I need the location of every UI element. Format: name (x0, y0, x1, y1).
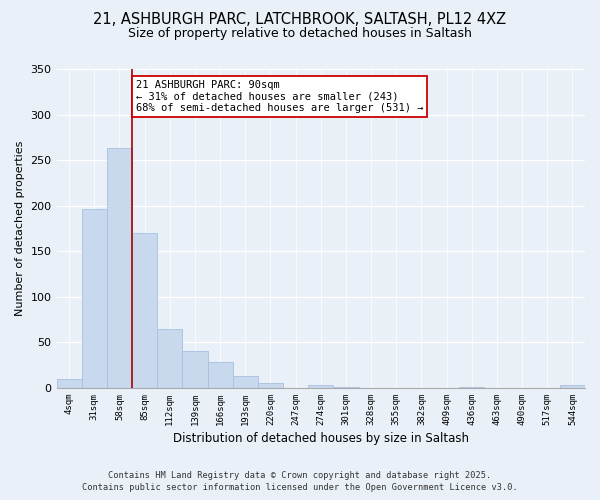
Text: 21, ASHBURGH PARC, LATCHBROOK, SALTASH, PL12 4XZ: 21, ASHBURGH PARC, LATCHBROOK, SALTASH, … (94, 12, 506, 28)
Text: Contains HM Land Registry data © Crown copyright and database right 2025.
Contai: Contains HM Land Registry data © Crown c… (82, 471, 518, 492)
Bar (157, 328, 182, 388)
Bar (82, 210, 107, 388)
Bar (334, 387, 359, 388)
Bar (208, 362, 233, 388)
Bar (107, 148, 132, 388)
Text: Size of property relative to detached houses in Saltash: Size of property relative to detached ho… (128, 28, 472, 40)
Bar (233, 376, 258, 388)
Bar (258, 384, 283, 388)
Bar (308, 385, 334, 388)
Text: 21 ASHBURGH PARC: 90sqm
← 31% of detached houses are smaller (243)
68% of semi-d: 21 ASHBURGH PARC: 90sqm ← 31% of detache… (136, 80, 424, 113)
Bar (56, 379, 82, 388)
Bar (182, 352, 208, 388)
Y-axis label: Number of detached properties: Number of detached properties (15, 141, 25, 316)
Bar (459, 387, 484, 388)
X-axis label: Distribution of detached houses by size in Saltash: Distribution of detached houses by size … (173, 432, 469, 445)
Bar (132, 233, 157, 388)
Bar (560, 385, 585, 388)
